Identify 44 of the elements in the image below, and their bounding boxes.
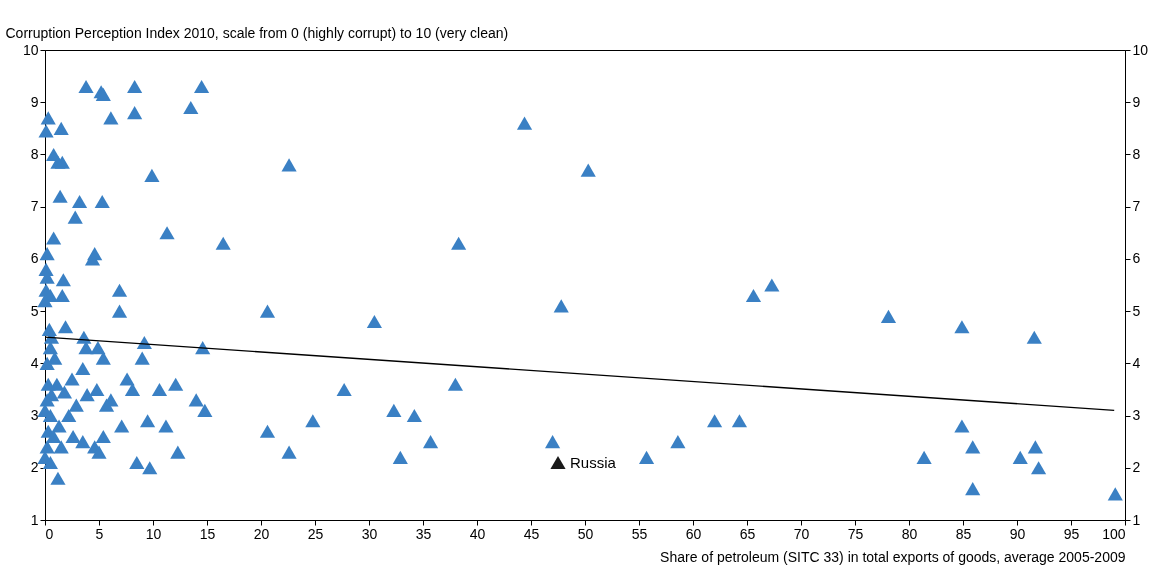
y-tick-label: 9	[30, 93, 39, 110]
x-tick-label: 5	[95, 525, 104, 542]
x-tick-label: 45	[523, 525, 540, 542]
x-tick-label: 55	[631, 525, 648, 542]
y-axis-title: Corruption Perception Index 2010, scale from 0 (highly corrupt) to 10 (very clean)	[5, 24, 509, 41]
y2-tick-label: 1	[1132, 511, 1141, 528]
x-tick-label: 70	[793, 525, 810, 542]
y2-tick-label: 2	[1132, 459, 1141, 476]
y2-tick-label: 9	[1132, 93, 1141, 110]
x-tick-label: 25	[307, 525, 324, 542]
x-axis-title: Share of petroleum (SITC 33) in total exports of goods, average 2005-2009	[660, 548, 1126, 565]
x-tick-label: 35	[415, 525, 432, 542]
y-tick-label: 2	[30, 459, 39, 476]
y-tick-label: 10	[22, 41, 39, 58]
x-tick-label: 80	[901, 525, 918, 542]
x-tick-label: 10	[145, 525, 162, 542]
y-tick-label: 7	[30, 198, 39, 215]
y-tick-label: 8	[30, 145, 39, 162]
x-tick-label: 20	[253, 525, 270, 542]
x-tick-label: 65	[739, 525, 756, 542]
x-tick-label: 85	[955, 525, 972, 542]
y-tick-label: 5	[30, 302, 39, 319]
y-tick-label: 1	[30, 511, 39, 528]
y-tick-label: 6	[30, 250, 39, 267]
y2-tick-label: 4	[1132, 354, 1141, 371]
x-tick-label: 60	[685, 525, 702, 542]
y2-tick-label: 8	[1132, 145, 1141, 162]
y-tick-label: 3	[30, 407, 39, 424]
series-label: Russia	[570, 453, 617, 471]
x-tick-label: 15	[199, 525, 216, 542]
y2-tick-label: 7	[1132, 198, 1141, 215]
x-tick-label: 100	[1102, 525, 1126, 542]
y-tick-label: 4	[30, 354, 39, 371]
x-tick-label: 50	[577, 525, 594, 542]
x-tick-label: 95	[1063, 525, 1080, 542]
x-tick-label: 30	[361, 525, 378, 542]
y2-tick-label: 6	[1132, 250, 1141, 267]
y2-tick-label: 10	[1132, 41, 1149, 58]
x-tick-label: 90	[1009, 525, 1026, 542]
y2-tick-label: 3	[1132, 407, 1141, 424]
x-tick-label: 75	[847, 525, 864, 542]
x-tick-label: 0	[45, 525, 54, 542]
x-tick-label: 40	[469, 525, 486, 542]
y2-tick-label: 5	[1132, 302, 1141, 319]
